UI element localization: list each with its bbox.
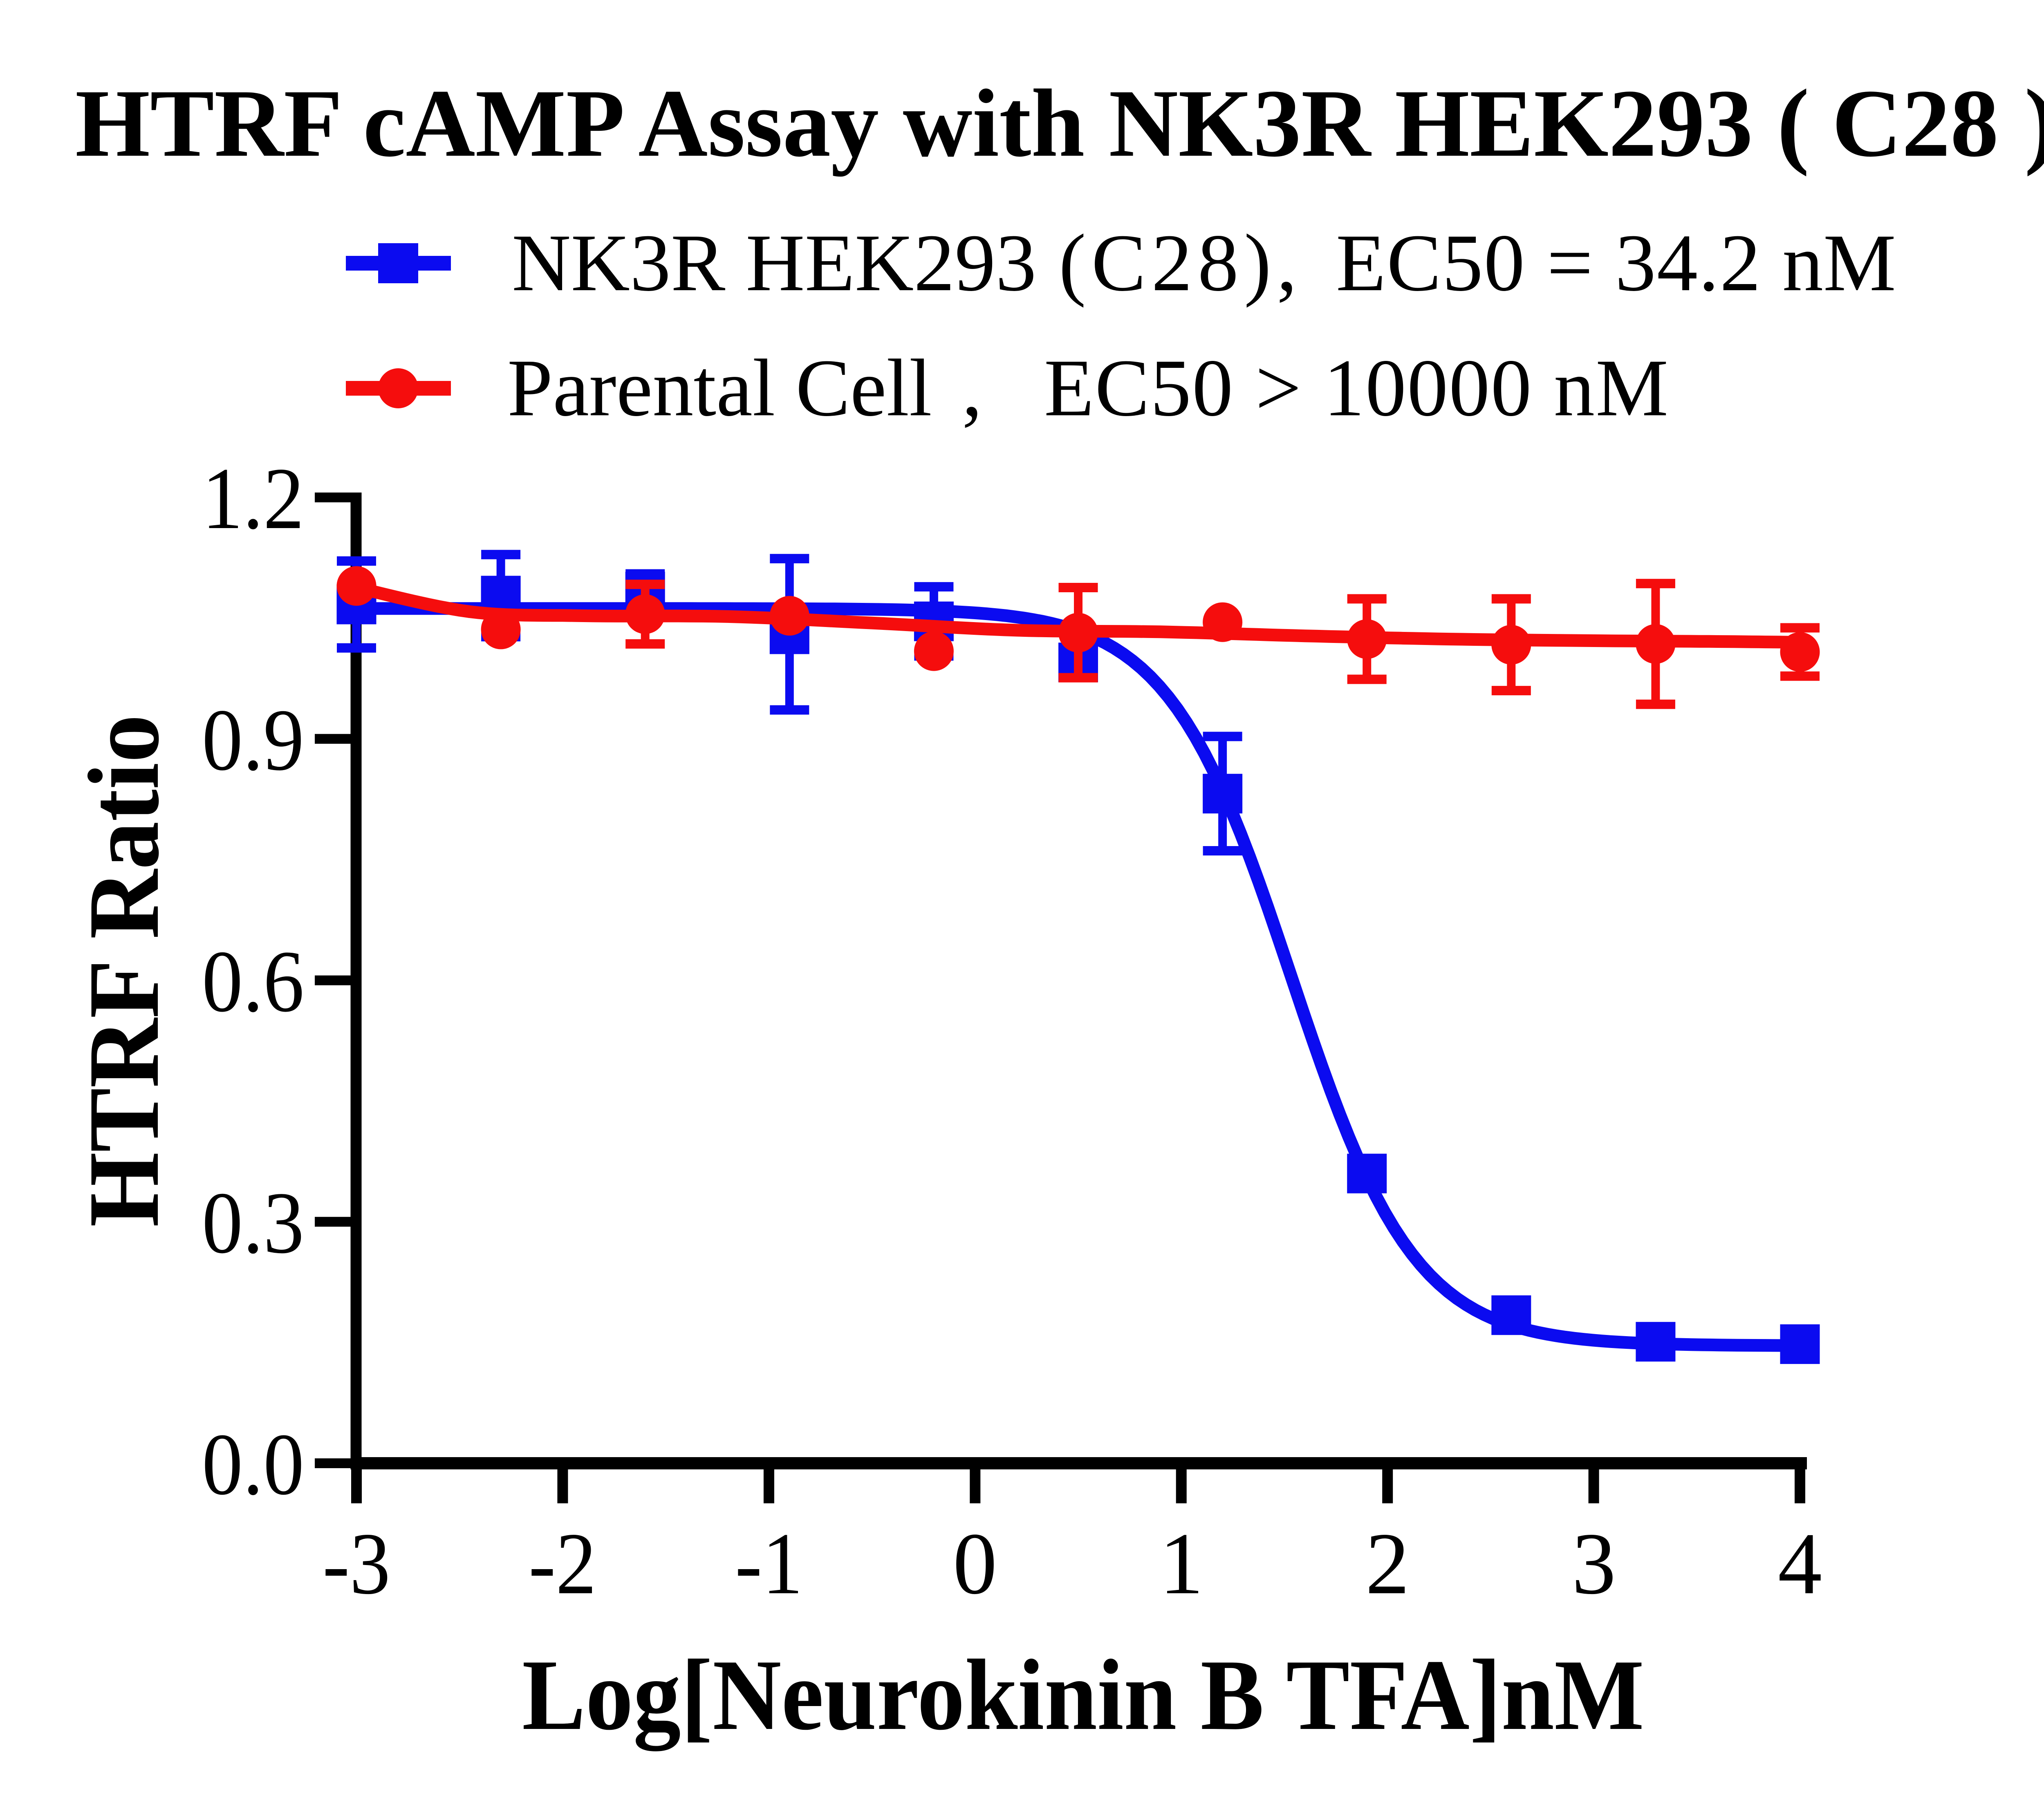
svg-text:-2: -2: [529, 1515, 596, 1612]
svg-text:NK3R HEK293: NK3R HEK293: [512, 218, 1036, 308]
svg-text:0.3: 0.3: [202, 1174, 304, 1272]
svg-text:Log[Neurokinin B TFA]nM: Log[Neurokinin B TFA]nM: [522, 1639, 1644, 1751]
svg-text:2: 2: [1365, 1515, 1410, 1612]
svg-text:0.9: 0.9: [202, 691, 304, 789]
svg-text:(C28),: (C28),: [1059, 218, 1297, 308]
svg-text:0.6: 0.6: [202, 932, 304, 1030]
svg-text:1: 1: [1159, 1515, 1204, 1612]
svg-text:1.2: 1.2: [202, 450, 304, 547]
svg-text:HTRF cAMP Assay with NK3R HEK2: HTRF cAMP Assay with NK3R HEK293: [75, 70, 1753, 177]
svg-text:,: ,: [962, 343, 982, 433]
svg-text:0: 0: [953, 1515, 997, 1612]
svg-text:-3: -3: [323, 1515, 390, 1612]
svg-text:nM: nM: [1782, 218, 1896, 308]
svg-text:(: (: [1777, 70, 1809, 177]
svg-text:-1: -1: [735, 1515, 803, 1612]
svg-text:C28: C28: [1832, 70, 1999, 177]
svg-text:Parental Cell: Parental Cell: [507, 343, 932, 433]
svg-text:HTRF Ratio: HTRF Ratio: [67, 714, 180, 1227]
svg-text:4: 4: [1778, 1515, 1822, 1612]
svg-text:3: 3: [1572, 1515, 1616, 1612]
svg-text:EC50 = 34.2: EC50 = 34.2: [1336, 218, 1761, 308]
svg-text:0.0: 0.0: [202, 1415, 304, 1513]
svg-text:): ): [2024, 70, 2044, 177]
svg-text:EC50 > 10000 nM: EC50 > 10000 nM: [1044, 343, 1668, 433]
